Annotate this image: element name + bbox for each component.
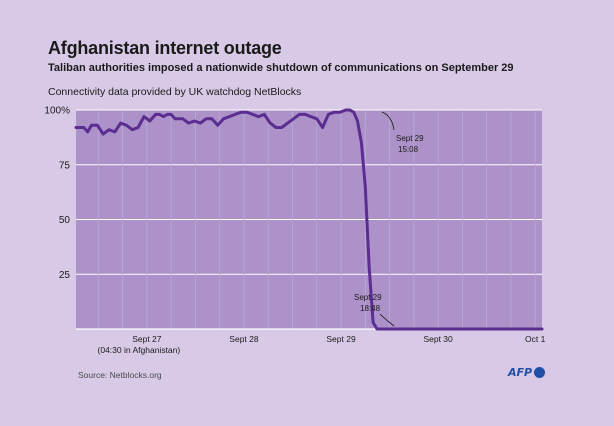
afp-logo: AFP [508, 366, 546, 379]
afp-logo-text: AFP [508, 366, 533, 379]
y-tick-label: 75 [59, 160, 71, 171]
y-tick-label: 100% [44, 106, 70, 117]
y-tick-label: 25 [59, 270, 71, 281]
annotation-label: Sept 29 [354, 293, 382, 302]
afp-logo-dot [534, 367, 546, 378]
x-tick-label: Sept 30 [423, 334, 453, 344]
annotation-leader [381, 111, 395, 131]
x-tick-label: Sept 27 [132, 334, 162, 344]
x-tick-sublabel: (04:30 in Afghanistan) [98, 345, 181, 355]
chart-title: Afghanistan internet outage [48, 38, 282, 58]
annotation-leader [379, 313, 395, 327]
annotation-label: Sept 29 [396, 134, 424, 143]
x-tick-label: Sept 29 [326, 334, 356, 344]
y-tick-label: 50 [59, 215, 71, 226]
series-line [74, 108, 544, 331]
chart-note: Connectivity data provided by UK watchdo… [48, 86, 302, 98]
x-tick-label: Sept 28 [229, 334, 259, 344]
source-text: Source: Netblocks.org [78, 370, 162, 380]
x-tick-label: Oct 1 [525, 334, 546, 344]
annotation-label: 18:48 [360, 304, 381, 313]
chart-subtitle: Taliban authorities imposed a nationwide… [48, 62, 514, 74]
annotation-label: 15:08 [398, 145, 419, 154]
